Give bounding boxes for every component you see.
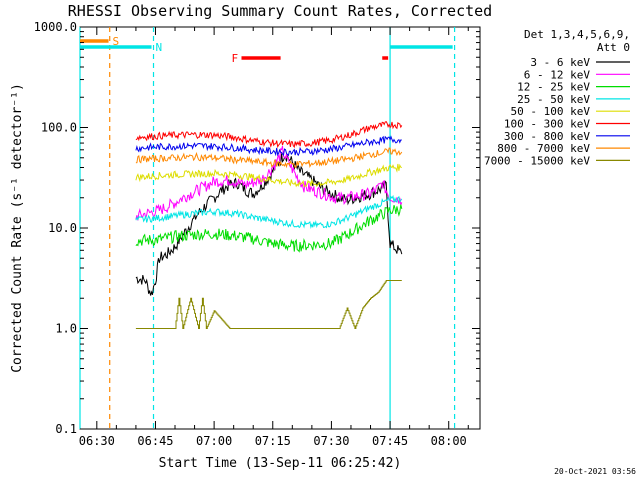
x-axis: 06:30 06:45 07:00 07:15 07:30 07:45 08:00	[79, 27, 469, 448]
y-tick-label: 1.0	[55, 322, 77, 336]
y-tick-label: 10.0	[48, 221, 77, 235]
series-line	[135, 145, 403, 221]
series-lines	[135, 120, 403, 329]
x-tick-label: 06:30	[79, 434, 115, 448]
y-axis-label: Corrected Count Rate (s⁻¹ detector⁻¹)	[10, 83, 25, 373]
series-line	[135, 120, 403, 149]
annotation-label-S: S	[113, 35, 120, 48]
x-tick-label: 07:15	[255, 434, 291, 448]
series-line	[135, 147, 403, 169]
series-line	[135, 163, 402, 188]
footer-timestamp: 20-Oct-2021 03:56	[554, 467, 636, 476]
chart-title: RHESSI Observing Summary Count Rates, Co…	[68, 2, 492, 20]
time-markers	[79, 27, 456, 429]
x-tick-label: 07:30	[313, 434, 349, 448]
annotation-label-N: N	[156, 41, 163, 54]
legend-label: 25 - 50 keV	[517, 93, 590, 106]
legend-label: 7000 - 15000 keV	[484, 154, 590, 167]
legend-label: 50 - 100 keV	[511, 105, 591, 118]
y-axis: 1000.0 100.0 10.0 1.0 0.1	[34, 20, 480, 436]
legend-label: 100 - 300 keV	[504, 118, 590, 131]
legend-label: 800 - 7000 keV	[497, 142, 590, 155]
annotation-label-F: F	[231, 52, 238, 65]
x-tick-label: 06:45	[137, 434, 173, 448]
legend-label: 12 - 25 keV	[517, 81, 590, 94]
x-tick-label: 07:00	[196, 434, 232, 448]
legend-header-line-2: Att 0	[597, 41, 630, 54]
annotation-bars: S N F	[80, 35, 453, 65]
legend-header-line-1: Det 1,3,4,5,6,9,	[524, 28, 630, 41]
legend-label: 3 - 6 keV	[530, 56, 590, 69]
x-tick-label: 07:45	[372, 434, 408, 448]
series-line	[135, 135, 402, 157]
plot-frame	[79, 26, 481, 430]
y-tick-label: 0.1	[55, 422, 77, 436]
legend-label: 6 - 12 keV	[524, 68, 591, 81]
series-line	[135, 194, 403, 229]
series-line	[135, 280, 402, 329]
x-axis-label: Start Time (13-Sep-11 06:25:42)	[159, 456, 402, 471]
y-tick-label: 1000.0	[34, 20, 77, 34]
x-tick-label: 08:00	[431, 434, 467, 448]
y-tick-label: 100.0	[41, 121, 77, 135]
legend-label: 300 - 800 keV	[504, 130, 590, 143]
series-line	[135, 204, 403, 253]
